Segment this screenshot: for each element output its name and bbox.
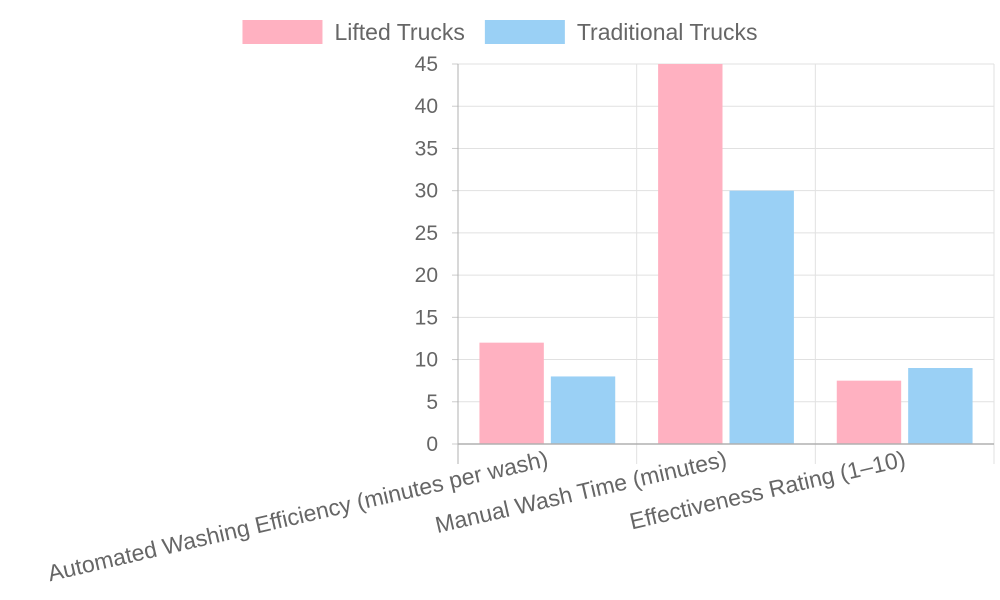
y-tick-label: 30: [415, 180, 438, 203]
x-axis-labels: Automated Washing Efficiency (minutes pe…: [45, 446, 908, 587]
chart-legend: Lifted Trucks Traditional Trucks: [242, 19, 758, 45]
bar-traditional: [908, 368, 973, 444]
y-tick-label: 35: [415, 137, 438, 160]
y-axis-ticks: 0 5 10 15 20 25 30 35 40 45: [415, 53, 438, 456]
bar-lifted: [658, 64, 723, 444]
y-tick-label: 5: [426, 391, 438, 414]
legend-label: Lifted Trucks: [334, 19, 464, 45]
x-category-label: Manual Wash Time (minutes): [433, 446, 729, 538]
chart-grid: [452, 63, 995, 464]
chart-bars: [479, 64, 973, 444]
y-tick-label: 25: [415, 222, 438, 245]
y-tick-label: 15: [415, 306, 438, 329]
y-tick-label: 40: [415, 95, 438, 118]
bar-traditional: [729, 190, 794, 444]
y-tick-label: 10: [415, 349, 438, 372]
y-tick-label: 20: [415, 264, 438, 287]
y-tick-label: 45: [415, 53, 438, 76]
legend-swatch-traditional: [484, 20, 565, 44]
y-tick-label: 0: [426, 433, 438, 456]
bar-lifted: [479, 342, 544, 444]
bar-lifted: [836, 380, 902, 444]
legend-label: Traditional Trucks: [577, 19, 758, 45]
legend-swatch-lifted: [242, 20, 323, 44]
bar-traditional: [550, 376, 616, 444]
